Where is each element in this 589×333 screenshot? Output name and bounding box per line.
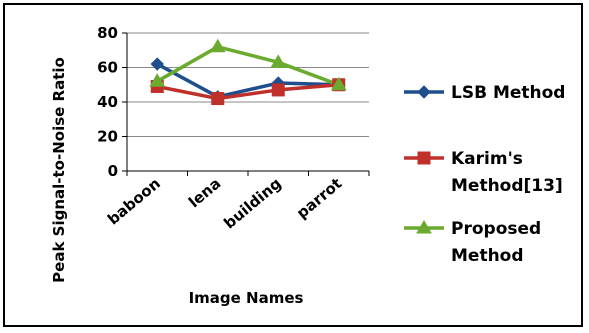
x-tick-label: parrot <box>293 174 345 222</box>
legend: LSB Method Karim's Method[13] Proposed Metho… <box>404 83 565 266</box>
legend-marker <box>417 151 431 165</box>
legend-entry: LSB Method <box>451 83 565 103</box>
x-tick-label: baboon <box>104 174 164 228</box>
y-tick-label: 60 <box>97 59 118 77</box>
y-axis-label: Peak Signal-to-Noise Ratio <box>50 57 68 283</box>
series-lines <box>156 45 340 101</box>
data-point <box>270 54 287 68</box>
data-point <box>149 73 166 87</box>
series-line-3 <box>156 45 340 87</box>
y-tick-label: 0 <box>108 162 118 180</box>
legend-entry: Proposed <box>451 219 541 239</box>
data-point <box>330 76 347 91</box>
data-point <box>271 83 285 97</box>
data-point <box>150 57 164 71</box>
x-axis-label: Image Names <box>189 289 304 307</box>
legend-entry: Method[13] <box>451 176 563 196</box>
x-tick-label: building <box>220 174 284 232</box>
y-tick-label: 80 <box>97 24 118 42</box>
series-line-2 <box>156 83 339 101</box>
y-tick-labels: 0 20 40 60 80 <box>97 24 118 180</box>
gridlines <box>122 32 370 176</box>
data-point <box>209 38 226 53</box>
y-tick-label: 20 <box>97 128 118 146</box>
legend-entry: Method <box>451 246 524 266</box>
x-tick-label: lena <box>185 174 224 211</box>
legend-marker <box>416 220 432 234</box>
series-line-1 <box>156 62 339 99</box>
chart-frame <box>3 3 583 327</box>
series-markers <box>149 38 347 106</box>
data-point <box>211 92 225 106</box>
legend-marker <box>417 85 431 99</box>
legend-entry: Karim's <box>451 149 523 169</box>
y-tick-label: 40 <box>97 93 118 111</box>
